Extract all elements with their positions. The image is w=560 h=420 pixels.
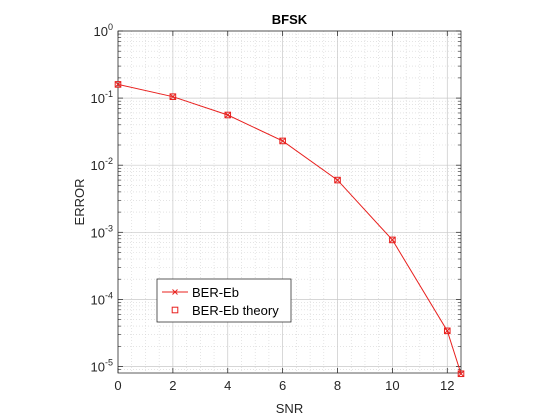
marker-stroke	[444, 327, 451, 334]
x-tick-label: 10	[385, 378, 399, 393]
series-line	[117, 83, 462, 374]
data-point-square-marker	[443, 327, 451, 335]
data-point-x-marker	[458, 370, 464, 377]
axes-box	[117, 30, 462, 374]
x-tick-label: 4	[224, 378, 231, 393]
data-point-square-marker	[389, 236, 396, 244]
data-point-x-marker	[172, 289, 178, 295]
series-2	[114, 81, 465, 378]
x-tick-label: 8	[334, 378, 341, 393]
series-1	[115, 81, 464, 377]
x-tick-label: 6	[279, 378, 286, 393]
data-point-square-marker	[169, 93, 177, 100]
legend-label: BER-Eb theory	[192, 303, 279, 318]
data-point-square-marker	[224, 111, 232, 119]
x-axis-label: SNR	[276, 401, 303, 416]
data-point-square-marker	[457, 370, 465, 378]
data-point-x-marker	[389, 237, 396, 243]
y-tick-label: 10-2	[91, 156, 113, 173]
x-tick-label: 12	[440, 378, 454, 393]
marker-stroke	[334, 177, 341, 183]
marker-stroke	[458, 370, 464, 377]
legend-box	[156, 278, 292, 323]
data-point-x-marker	[279, 138, 286, 144]
marker-stroke	[389, 237, 396, 243]
tick-marks	[117, 30, 461, 373]
y-tick-label: 10-4	[91, 290, 113, 307]
data-point-square-marker	[114, 81, 122, 88]
marker-stroke	[170, 93, 176, 100]
y-axis-label: ERROR	[72, 179, 87, 226]
x-tick-label: 0	[114, 378, 121, 393]
data-point-x-marker	[170, 93, 176, 100]
data-point-x-marker	[444, 327, 451, 334]
x-tick-labels: 0 2 4 6 8 10 12	[114, 378, 454, 393]
y-tick-labels: 100 10-1 10-2 10-3 10-4 10-5	[91, 22, 113, 374]
y-tick-label: 10-5	[91, 357, 113, 374]
legend-label: BER-Eb	[192, 285, 239, 300]
legend: BER-Eb BER-Eb theory	[156, 278, 292, 323]
data-point-x-marker	[115, 81, 121, 88]
marker-stroke	[224, 112, 231, 118]
chart-title: BFSK	[272, 12, 308, 27]
legend-item: BER-Eb theory	[171, 303, 279, 318]
data-point-square-marker	[279, 137, 286, 145]
data-point-x-marker	[334, 177, 341, 183]
legend-item: BER-Eb	[162, 285, 239, 300]
series-layer	[114, 81, 465, 378]
y-tick-label: 10-3	[91, 223, 113, 240]
data-point-square-marker	[334, 176, 341, 184]
data-point-square-marker	[171, 306, 179, 314]
marker-stroke	[172, 289, 178, 295]
data-point-x-marker	[224, 112, 231, 118]
y-tick-label: 100	[94, 22, 113, 39]
y-tick-label: 10-1	[91, 89, 113, 106]
marker-stroke	[115, 81, 121, 88]
marker-stroke	[279, 138, 286, 144]
x-tick-label: 2	[169, 378, 176, 393]
